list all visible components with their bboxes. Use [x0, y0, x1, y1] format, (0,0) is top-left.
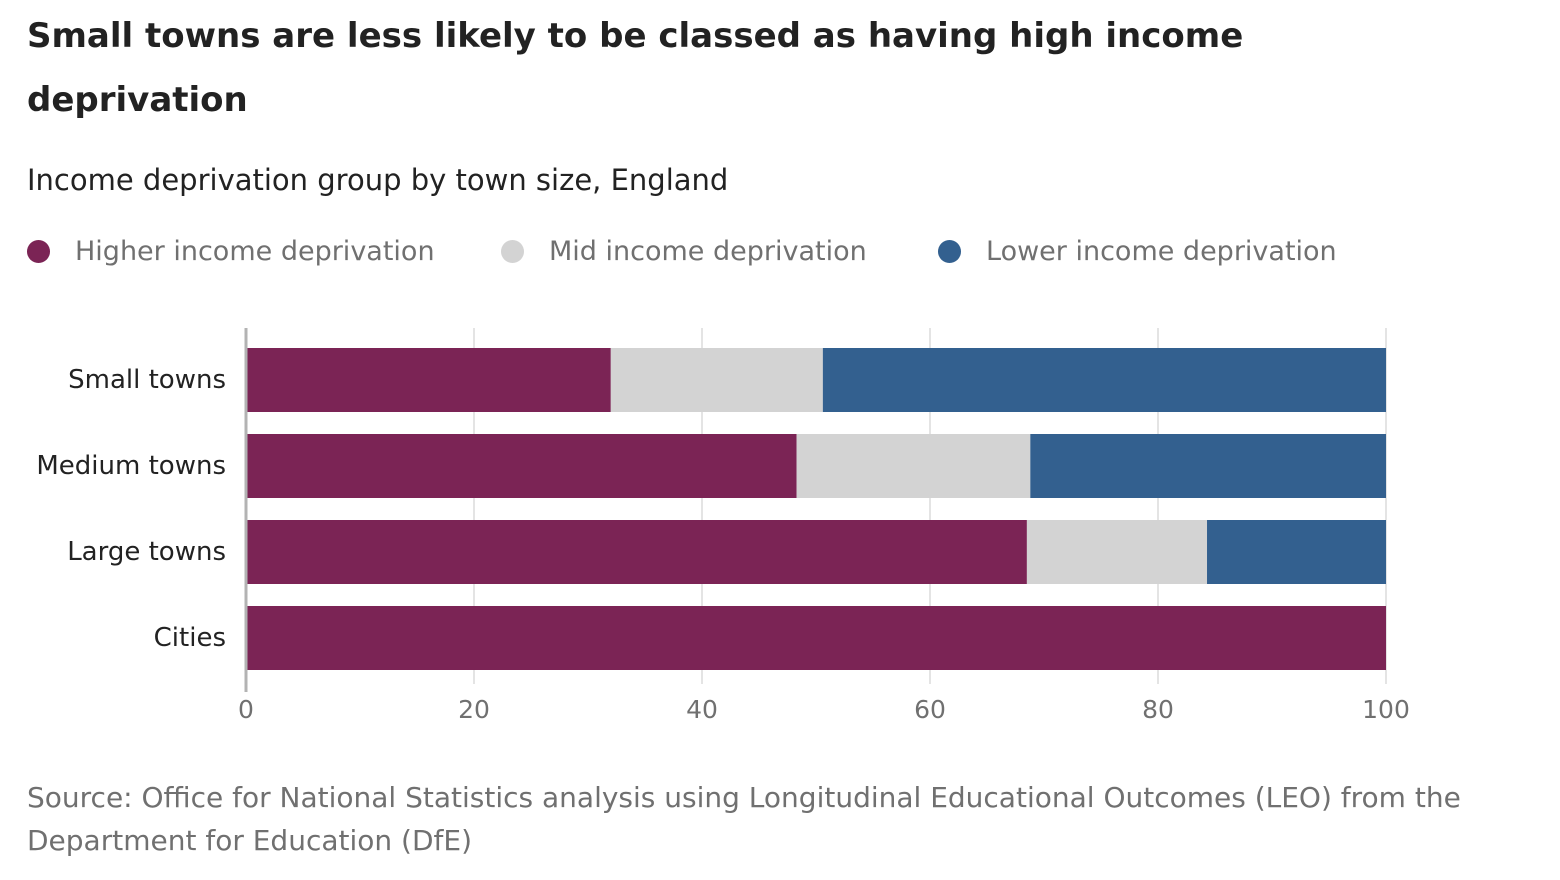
category-label: Cities: [154, 623, 226, 653]
legend-label-lower: Lower income deprivation: [986, 235, 1337, 267]
category-label: Large towns: [67, 537, 226, 567]
tick-label: 40: [686, 695, 718, 724]
bar-segment: [610, 348, 823, 412]
bar-segment: [246, 520, 1027, 584]
legend-item-higher: Higher income deprivation: [27, 231, 435, 271]
source-note: Source: Office for National Statistics a…: [27, 781, 1461, 857]
tick-label: 0: [238, 695, 254, 724]
legend-label-mid: Mid income deprivation: [549, 235, 867, 267]
legend-label-higher: Higher income deprivation: [75, 235, 435, 267]
legend: Higher income deprivation Mid income dep…: [27, 231, 1527, 271]
bar-segment: [796, 434, 1031, 498]
bar-segment: [246, 348, 611, 412]
legend-item-lower: Lower income deprivation: [938, 231, 1337, 271]
bar-chart: Small towns Medium towns Large towns Cities…: [36, 328, 1410, 724]
bar-segment: [1207, 520, 1386, 584]
category-label: Medium towns: [36, 451, 226, 481]
category-label: Small towns: [68, 365, 226, 395]
chart-subtitle: Income deprivation group by town size, E…: [27, 163, 729, 197]
bar-segment: [246, 434, 797, 498]
tick-label: 20: [458, 695, 490, 724]
chart-title: Small towns are less likely to be classe…: [27, 16, 1244, 120]
tick-label: 100: [1362, 695, 1410, 724]
bar-segment: [1030, 434, 1386, 498]
legend-swatch-mid: [501, 239, 524, 263]
bar-segment: [1026, 520, 1208, 584]
legend-swatch-lower: [938, 239, 961, 263]
legend-swatch-higher: [27, 239, 50, 263]
bar-segment: [246, 606, 1386, 670]
tick-label: 80: [1142, 695, 1174, 724]
bar-segment: [822, 348, 1386, 412]
legend-item-mid: Mid income deprivation: [501, 231, 867, 271]
tick-label: 60: [914, 695, 946, 724]
